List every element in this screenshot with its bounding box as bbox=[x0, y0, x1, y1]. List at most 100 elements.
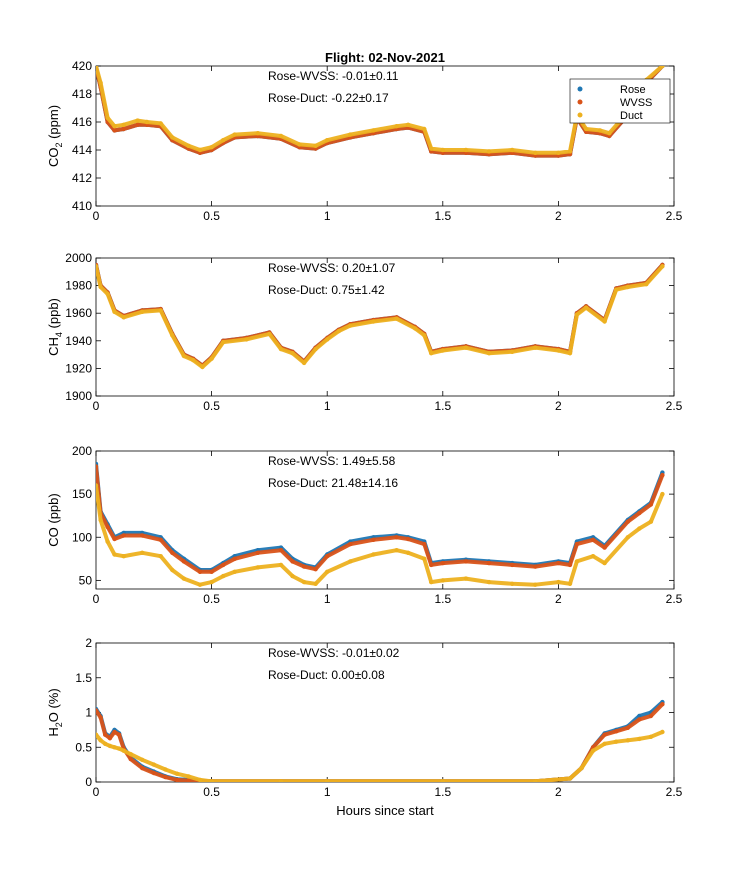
data-point-wvss bbox=[158, 537, 163, 542]
data-point-duct bbox=[200, 364, 205, 370]
data-point-duct bbox=[170, 135, 175, 140]
data-point-duct bbox=[625, 535, 630, 540]
x-tick-label: 2 bbox=[555, 209, 562, 223]
y-axis-label: CH4 (ppb) bbox=[46, 298, 64, 356]
data-point-duct bbox=[510, 147, 515, 153]
data-point-duct bbox=[463, 576, 469, 581]
y-tick-label: 1940 bbox=[65, 334, 92, 348]
data-point-duct bbox=[278, 562, 284, 568]
data-point-duct bbox=[121, 554, 126, 559]
legend-label-duct: Duct bbox=[620, 110, 643, 122]
y-axis-label-unit: O (%) bbox=[46, 688, 61, 722]
data-point-wvss bbox=[170, 550, 175, 555]
data-point-duct bbox=[648, 519, 654, 524]
y-tick-label: 2000 bbox=[65, 251, 92, 265]
data-point-duct bbox=[197, 582, 203, 587]
data-point-duct bbox=[371, 552, 376, 557]
data-point-duct bbox=[348, 132, 353, 137]
y-tick-label: 100 bbox=[72, 530, 92, 544]
data-point-wvss bbox=[209, 569, 214, 574]
data-point-wvss bbox=[602, 732, 607, 737]
y-tick-label: 420 bbox=[72, 59, 92, 73]
data-point-duct bbox=[197, 777, 203, 782]
data-point-duct bbox=[151, 762, 156, 767]
data-point-wvss bbox=[371, 537, 376, 542]
data-point-wvss bbox=[112, 729, 117, 735]
x-tick-label: 0.5 bbox=[203, 785, 220, 799]
y-tick-label: 1 bbox=[85, 706, 92, 720]
data-point-duct bbox=[135, 118, 140, 123]
data-point-duct bbox=[278, 133, 284, 139]
data-point-duct bbox=[232, 569, 237, 574]
data-point-duct bbox=[422, 556, 427, 561]
data-point-duct bbox=[313, 143, 318, 148]
y-tick-label: 414 bbox=[72, 143, 92, 157]
data-point-duct bbox=[405, 122, 411, 128]
data-point-duct bbox=[440, 348, 445, 353]
x-tick-label: 0 bbox=[93, 399, 100, 413]
data-point-wvss bbox=[405, 536, 411, 542]
y-axis-label-unit: (ppb) bbox=[46, 298, 61, 332]
data-point-duct bbox=[583, 126, 589, 132]
legend-marker-duct bbox=[577, 112, 583, 118]
x-tick-label: 1 bbox=[324, 209, 331, 223]
data-point-wvss bbox=[637, 510, 642, 516]
y-tick-label: 2 bbox=[85, 636, 92, 650]
data-point-duct bbox=[313, 581, 318, 586]
data-point-duct bbox=[371, 319, 376, 324]
data-layer bbox=[96, 699, 665, 782]
x-tick-label: 0.5 bbox=[203, 209, 220, 223]
data-point-duct bbox=[325, 569, 330, 574]
x-tick-label: 0.5 bbox=[203, 592, 220, 606]
data-point-duct bbox=[440, 779, 445, 782]
data-point-duct bbox=[232, 132, 237, 137]
data-point-duct bbox=[394, 124, 399, 129]
data-point-duct bbox=[116, 746, 122, 751]
plot-area bbox=[95, 257, 675, 397]
data-point-duct bbox=[128, 752, 133, 757]
y-tick-label: 1920 bbox=[65, 361, 92, 375]
x-tick-label: 1 bbox=[324, 592, 331, 606]
x-tick-label: 0 bbox=[93, 209, 100, 223]
data-point-wvss bbox=[660, 702, 665, 707]
data-point-duct bbox=[422, 333, 427, 338]
y-tick-label: 410 bbox=[72, 199, 92, 213]
stats-annotation: Rose-Duct: 0.75±1.42 bbox=[268, 283, 385, 297]
y-axis-label: CO (ppb) bbox=[46, 493, 61, 546]
y-axis-label-unit: (ppm) bbox=[46, 105, 61, 143]
data-point-duct bbox=[325, 337, 330, 342]
data-point-duct bbox=[567, 581, 573, 586]
data-point-duct bbox=[278, 346, 284, 352]
data-point-duct bbox=[163, 767, 168, 772]
data-point-wvss bbox=[221, 562, 226, 568]
legend-label-rose: Rose bbox=[620, 84, 646, 96]
data-point-duct bbox=[144, 119, 150, 125]
data-point-duct bbox=[96, 732, 99, 737]
y-axis-label: H2O (%) bbox=[46, 688, 64, 736]
y-axis-label-main: CO bbox=[46, 148, 61, 168]
x-tick-label: 0 bbox=[93, 592, 100, 606]
y-axis-label-sub: 4 bbox=[54, 332, 64, 337]
data-point-duct bbox=[614, 739, 619, 744]
data-point-duct bbox=[348, 323, 353, 328]
y-tick-label: 412 bbox=[72, 171, 92, 185]
data-point-duct bbox=[221, 340, 226, 345]
plot-area bbox=[95, 65, 675, 207]
data-point-duct bbox=[405, 550, 411, 555]
y-tick-label: 0.5 bbox=[75, 740, 92, 754]
data-point-duct bbox=[105, 539, 110, 544]
data-point-wvss bbox=[163, 774, 168, 780]
data-point-wvss bbox=[186, 778, 191, 782]
data-point-wvss bbox=[614, 729, 619, 734]
data-point-wvss bbox=[135, 122, 140, 128]
data-point-wvss bbox=[440, 560, 445, 566]
data-layer bbox=[96, 262, 665, 370]
stats-annotation: Rose-WVSS: -0.01±0.11 bbox=[268, 69, 399, 83]
y-axis-label-main: CH bbox=[46, 337, 61, 356]
data-point-duct bbox=[121, 748, 126, 753]
data-point-wvss bbox=[128, 756, 133, 762]
x-tick-label: 1.5 bbox=[434, 209, 451, 223]
figure-title: Flight: 02-Nov-2021 bbox=[325, 50, 445, 65]
